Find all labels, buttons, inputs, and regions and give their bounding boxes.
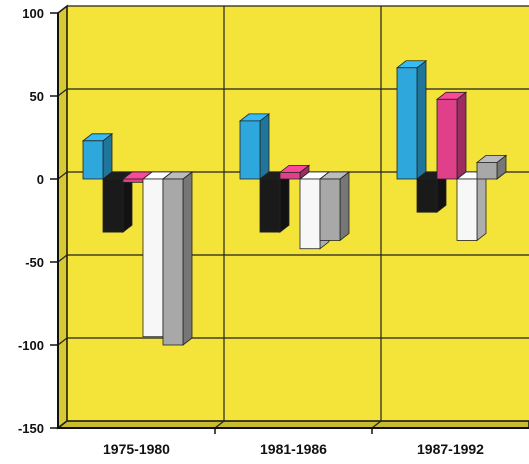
bar-front-face [279,171,301,180]
gridline-wall [57,420,68,429]
x-category-label: 1981-1986 [260,441,327,457]
gridline-wall [57,171,68,180]
bar-front-face [416,178,438,213]
bar-front-face [436,98,458,180]
bar-side-face [476,171,487,242]
y-tick-label: 0 [37,172,44,187]
bar-side-face [259,113,270,180]
bar-front-face [82,140,104,180]
bar-front-face [396,67,418,180]
bar-side-face [456,91,467,180]
bar-front-face [162,178,184,346]
y-axis-tick-labels: 100 50 0 -50 -100 -150 [18,6,58,436]
bar-side-face [102,133,113,180]
bar-2-0 [395,59,428,180]
bar-2-3 [455,171,488,242]
left-wall [57,4,68,430]
bar-front-face [239,120,261,180]
x-category-label: 1987-1992 [417,441,484,457]
gridline-v-floor [214,420,225,429]
bar-front-face [142,178,164,338]
bar-front-face [102,178,124,233]
bar-front-face [319,178,341,241]
bar-0-0 [81,133,114,180]
gridline-wall [57,337,68,346]
bar-front-face [456,178,478,241]
x-axis-category-labels: 1975-1980 1981-1986 1987-1992 [103,428,484,457]
bar-front-face [122,178,144,183]
bar-2-4 [475,154,508,180]
bar-side-face [279,171,290,233]
bar-1-0 [238,113,271,180]
bar-side-face [416,59,427,180]
gridline-wall [57,254,68,263]
bar-side-face [339,171,350,242]
floor [55,420,529,429]
bar-2-2 [435,91,468,180]
y-tick-label: -100 [18,338,44,353]
y-tick-label: -150 [18,421,44,436]
x-category-label: 1975-1980 [103,441,170,457]
bar-front-face [299,178,321,250]
gridline-wall [57,88,68,97]
gridline-v-floor [371,420,382,429]
bar-1-4 [318,171,351,242]
bar-front-face [259,178,281,233]
bar-0-4 [161,171,194,346]
y-tick-label: 50 [30,89,44,104]
y-tick-label: -50 [25,255,44,270]
bar-1-2 [278,164,311,180]
bars [81,59,508,346]
y-tick-label: 100 [22,6,44,21]
bar-front-face [476,161,498,180]
bar-side-face [182,171,193,346]
gridline-wall [57,5,68,14]
bar-1-1 [258,171,291,233]
